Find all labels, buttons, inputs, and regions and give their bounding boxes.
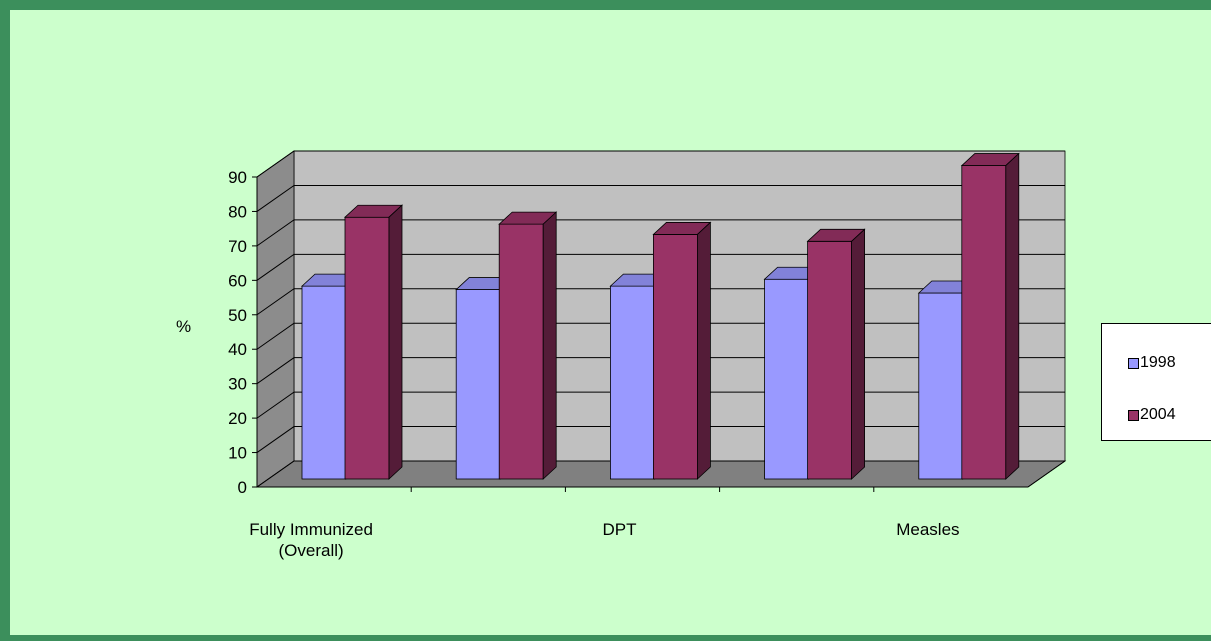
x-tick-label: DPT	[603, 520, 637, 539]
legend-item-2004: 2004	[1128, 406, 1176, 424]
y-tick-label: 70	[228, 237, 247, 256]
bar-front	[344, 216, 390, 480]
y-tick-labels: 0 10 20 30 40 50 60 70 80 90	[228, 168, 247, 497]
legend-item-1998: 1998	[1128, 354, 1176, 372]
x-tick-label: (Overall)	[279, 541, 344, 560]
bar-front	[653, 234, 698, 480]
legend-swatch-1998	[1128, 357, 1139, 369]
bar-side	[388, 204, 403, 480]
bar-front	[610, 285, 655, 480]
bar-front	[455, 289, 501, 480]
gridline	[256, 150, 1065, 178]
legend-label-1998: 1998	[1140, 354, 1176, 371]
bar-2004-0	[343, 204, 404, 480]
bar-side	[1005, 152, 1020, 480]
x-axis-depth-line	[1027, 460, 1066, 488]
y-tick-label: 90	[228, 168, 247, 187]
y-tick-label: 10	[228, 444, 247, 463]
y-tick-label: 30	[228, 375, 247, 394]
x-tick-label: Measles	[896, 520, 959, 539]
y-axis-label: %	[176, 317, 191, 336]
bar-chart: 0 10 20 30 40 50 60 70 80 90 Fully Immunized (Over…	[176, 150, 1067, 560]
bar-front	[918, 292, 964, 480]
y-tick-label: 50	[228, 306, 247, 325]
bar-front	[961, 165, 1007, 480]
bar-front	[301, 285, 347, 480]
bar-front	[498, 223, 544, 480]
bar-front	[764, 278, 809, 480]
y-tick-label: 20	[228, 409, 247, 428]
y-tick-label: 40	[228, 340, 247, 359]
bar-side	[697, 221, 711, 480]
bar-2004-1	[498, 211, 558, 480]
gridline	[256, 184, 1065, 212]
y-tick-label: 60	[228, 271, 247, 290]
legend-label-2004: 2004	[1140, 406, 1176, 423]
legend-swatch-2004	[1128, 409, 1139, 421]
bars	[300, 152, 1020, 480]
gridline	[256, 219, 1065, 247]
bar-side	[851, 228, 865, 480]
x-tick-label: Fully Immunized	[249, 520, 373, 539]
legend: 1998 2004	[1101, 323, 1211, 441]
bar-front	[807, 240, 852, 480]
side-wall	[256, 150, 295, 488]
bar-side	[542, 211, 557, 480]
x-tick-labels: Fully Immunized (Overall) DPT Measles	[249, 520, 959, 560]
y-tick-label: 0	[238, 478, 247, 497]
y-tick-label: 80	[228, 202, 247, 221]
axes	[252, 176, 1066, 492]
bar-2004-3	[806, 228, 866, 480]
bar-2004-2	[652, 221, 712, 480]
chart-area: 0 10 20 30 40 50 60 70 80 90 Fully Immunized (Over…	[10, 10, 1211, 635]
bar-2004-4	[960, 152, 1020, 480]
